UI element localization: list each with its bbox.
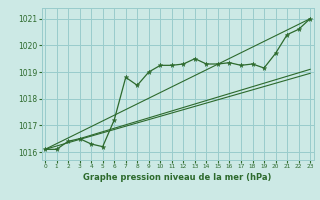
X-axis label: Graphe pression niveau de la mer (hPa): Graphe pression niveau de la mer (hPa) xyxy=(84,173,272,182)
